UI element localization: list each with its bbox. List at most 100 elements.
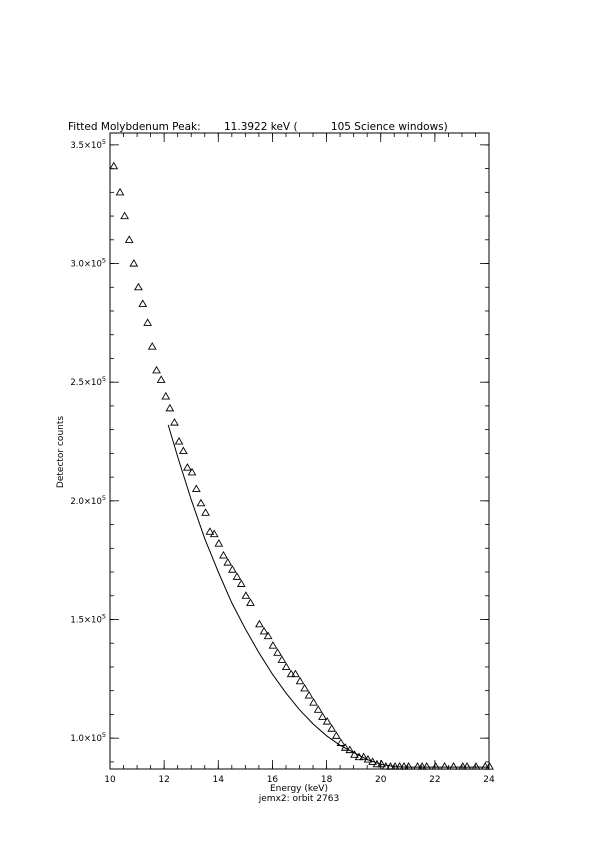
data-point-triangle	[368, 757, 377, 765]
data-point-triangle	[395, 762, 405, 770]
y-tick-label: 2.5×105	[70, 375, 106, 388]
y-tick-label: 2.0×105	[70, 494, 106, 507]
data-point-triangle	[359, 752, 369, 761]
data-point-triangle	[480, 762, 490, 770]
data-point-triangle	[350, 750, 359, 758]
data-point-triangle	[223, 558, 233, 566]
y-axis-label: Detector counts	[56, 416, 66, 488]
data-point-triangle	[232, 572, 242, 580]
data-point-triangle	[300, 683, 310, 692]
data-point-triangle	[431, 762, 441, 770]
chart-title: Fitted Molybdenum Peak: 11.3922 keV ( 10…	[68, 121, 448, 133]
data-point-triangle	[471, 762, 481, 770]
data-point-triangle	[399, 762, 409, 770]
fit-curve	[167, 424, 489, 768]
footer-caption: jemx2: orbit 2763	[258, 794, 339, 804]
data-point-triangle	[236, 579, 246, 587]
data-point-triangle	[331, 731, 341, 739]
data-point-triangle	[196, 498, 206, 507]
data-point-triangle	[417, 762, 427, 770]
data-point-triangle	[462, 762, 472, 770]
data-point-triangle	[129, 259, 139, 267]
x-tick-label: 12	[158, 775, 169, 785]
data-point-triangle	[205, 527, 215, 535]
data-point-triangle	[161, 391, 171, 400]
data-point-triangle	[191, 484, 201, 493]
data-point-triangle	[259, 626, 269, 635]
data-point-triangle	[170, 418, 179, 426]
x-tick-label: 18	[321, 775, 333, 785]
x-tick-label: 22	[429, 775, 440, 785]
data-point-triangle	[273, 648, 282, 656]
data-point-triangle	[386, 762, 395, 770]
data-point-triangle	[345, 745, 355, 754]
data-point-triangle	[227, 565, 237, 573]
data-point-triangle	[304, 690, 314, 699]
x-tick-label: 10	[104, 775, 116, 785]
data-point-triangle	[354, 752, 364, 761]
data-point-triangle	[214, 539, 224, 547]
y-tick-label: 1.0×105	[70, 731, 106, 744]
data-point-triangle	[340, 743, 350, 751]
data-point-triangle	[277, 655, 287, 663]
data-point-triangle	[152, 365, 161, 374]
data-point-triangle	[336, 738, 346, 746]
data-point-triangle	[268, 641, 278, 649]
data-point-triangle	[156, 375, 166, 383]
data-point-triangle	[377, 759, 386, 768]
data-point-triangle	[246, 598, 255, 606]
data-point-triangle	[404, 762, 413, 770]
data-point-triangle	[422, 762, 432, 770]
x-tick-label: 14	[213, 775, 225, 785]
data-point-triangle	[390, 762, 400, 770]
data-point-triangle	[372, 759, 382, 768]
x-tick-label: 20	[375, 775, 387, 785]
x-axis-label: Energy (keV)	[270, 784, 328, 794]
data-point-triangle	[219, 550, 228, 559]
data-points-layer	[109, 161, 494, 770]
data-point-triangle	[187, 467, 197, 476]
data-point-triangle	[363, 755, 373, 763]
data-point-triangle	[381, 762, 391, 770]
y-tick-labels: 1.0×105 1.5×105 2.0×105 2.5×105 3.0×105 3.5×1…	[70, 138, 106, 744]
data-point-triangle	[115, 187, 125, 196]
data-point-triangle	[165, 403, 175, 412]
data-point-triangle	[143, 318, 153, 326]
data-point-triangle	[291, 669, 300, 678]
plot-frame	[109, 132, 490, 770]
data-point-triangle	[318, 712, 327, 720]
data-point-triangle	[138, 299, 148, 307]
data-point-triangle	[147, 342, 157, 350]
axis-ticks	[109, 133, 490, 769]
data-point-triangle	[124, 235, 134, 243]
x-tick-label: 16	[267, 775, 279, 785]
x-tick-label: 24	[483, 775, 495, 785]
data-point-triangle	[255, 619, 264, 628]
y-tick-label: 3.5×105	[70, 138, 106, 151]
y-tick-label: 1.5×105	[70, 612, 106, 625]
data-point-triangle	[286, 669, 296, 678]
x-tick-labels: 10 12 14 16 18 20 22 24	[104, 775, 495, 785]
data-point-triangle	[313, 705, 323, 713]
data-point-triangle	[241, 591, 251, 599]
data-point-triangle	[281, 662, 291, 671]
data-point-triangle	[485, 762, 494, 770]
data-point-triangle	[263, 631, 273, 640]
data-point-triangle	[295, 676, 305, 685]
data-point-triangle	[209, 529, 219, 538]
data-point-triangle	[327, 724, 337, 732]
data-point-triangle	[413, 762, 422, 770]
data-point-triangle	[309, 698, 318, 706]
data-point-triangle	[449, 762, 458, 770]
data-point-triangle	[120, 211, 130, 220]
data-point-triangle	[322, 717, 332, 725]
data-point-triangle	[174, 437, 184, 445]
y-tick-label: 3.0×105	[70, 257, 106, 270]
data-point-triangle	[134, 282, 143, 291]
data-point-triangle	[109, 161, 119, 170]
data-point-triangle	[178, 446, 188, 455]
data-point-triangle	[440, 762, 449, 770]
data-point-triangle	[201, 508, 210, 516]
data-point-triangle	[183, 463, 192, 471]
